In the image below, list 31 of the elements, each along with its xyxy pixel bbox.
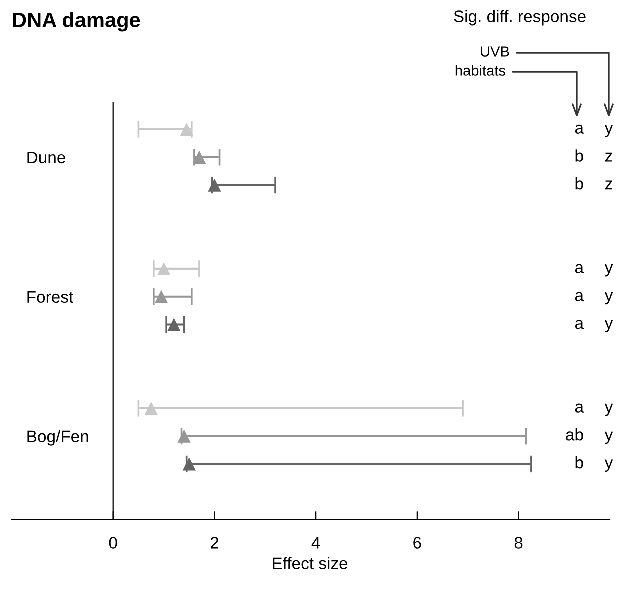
- x-axis-title: Effect size: [273, 557, 348, 570]
- annotation: ab: [566, 428, 584, 441]
- annotation: y: [604, 292, 614, 305]
- annotation: y: [604, 432, 614, 444]
- annotation: z: [606, 152, 612, 162]
- x-tick-label: 6: [414, 537, 422, 549]
- annotation: a: [575, 264, 584, 274]
- y-tick-label: Dune: [28, 152, 66, 164]
- annotation: a: [575, 320, 584, 330]
- annotation: y: [604, 404, 614, 416]
- annotation: y: [604, 320, 614, 333]
- text: UVB: [481, 46, 510, 57]
- text: Sig. diff. response: [454, 10, 586, 26]
- x-tick-label: 4: [312, 537, 320, 549]
- annotation: b: [576, 456, 584, 469]
- annotation: b: [576, 150, 584, 162]
- annotation: a: [575, 292, 584, 302]
- text: habitats: [456, 65, 506, 76]
- annotation: a: [575, 124, 584, 134]
- annotation: z: [606, 180, 612, 190]
- annotation: b: [576, 178, 584, 190]
- annotation: a: [575, 404, 584, 413]
- annotation: y: [604, 264, 614, 277]
- y-tick-label: Forest: [28, 291, 74, 304]
- chart-title: DNA damage: [13, 12, 140, 32]
- annotation: y: [604, 460, 614, 472]
- x-tick-label: 8: [514, 537, 523, 549]
- y-tick-label: Bog/Fen: [28, 430, 88, 446]
- annotation: y: [604, 125, 614, 138]
- x-tick-label: 0: [109, 537, 118, 549]
- x-tick-label: 2: [210, 537, 219, 549]
